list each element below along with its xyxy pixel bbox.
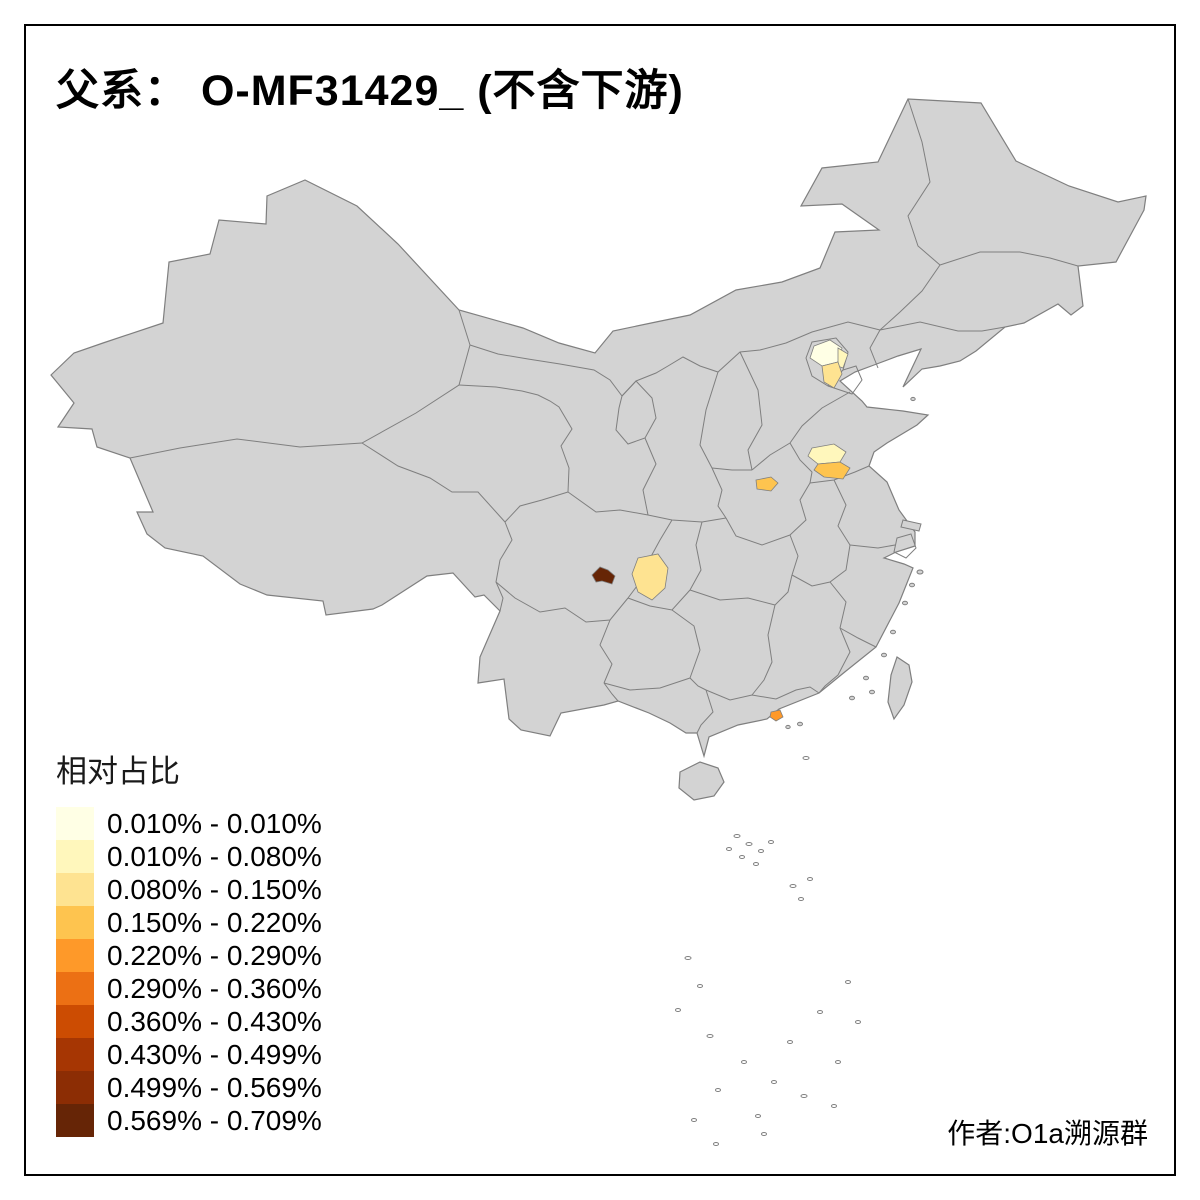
region-chongqing-dark bbox=[591, 566, 616, 585]
region-beijing-south bbox=[821, 361, 843, 389]
legend-label: 0.080% - 0.150% bbox=[107, 873, 322, 905]
legend-swatch bbox=[56, 873, 94, 906]
region-henan-county bbox=[755, 476, 779, 492]
page-title: 父系： O-MF31429_ (不含下游) bbox=[56, 67, 684, 115]
region-sichuan-east bbox=[631, 553, 669, 601]
islands bbox=[678, 396, 924, 801]
legend-swatch bbox=[56, 1071, 94, 1104]
legend-label: 0.150% - 0.220% bbox=[107, 906, 322, 938]
legend-title: 相对占比 bbox=[56, 754, 180, 789]
legend-swatch bbox=[56, 807, 94, 840]
legend-label: 0.569% - 0.709% bbox=[107, 1104, 322, 1136]
legend-item: 0.360% - 0.430% bbox=[56, 1005, 322, 1038]
legend-item: 0.080% - 0.150% bbox=[56, 873, 322, 906]
legend-item: 0.010% - 0.010% bbox=[56, 807, 322, 840]
legend-swatch bbox=[56, 1038, 94, 1071]
map-frame bbox=[24, 24, 1176, 1176]
legend-item: 0.290% - 0.360% bbox=[56, 972, 322, 1005]
province-borders bbox=[129, 98, 1079, 734]
legend-swatch bbox=[56, 972, 94, 1005]
legend-swatch bbox=[56, 1104, 94, 1137]
legend-label: 0.430% - 0.499% bbox=[107, 1038, 322, 1070]
legend-label: 0.360% - 0.430% bbox=[107, 1005, 322, 1037]
legend-item: 0.499% - 0.569% bbox=[56, 1071, 322, 1104]
legend-swatch bbox=[56, 906, 94, 939]
legend-label: 0.010% - 0.080% bbox=[107, 840, 322, 872]
legend-item: 0.150% - 0.220% bbox=[56, 906, 322, 939]
legend-item: 0.010% - 0.080% bbox=[56, 840, 322, 873]
legend-label: 0.010% - 0.010% bbox=[107, 807, 322, 839]
legend-label: 0.220% - 0.290% bbox=[107, 939, 322, 971]
chongming-island bbox=[900, 519, 922, 532]
coastal-islands bbox=[785, 396, 924, 730]
legend-label: 0.499% - 0.569% bbox=[107, 1071, 322, 1103]
legend-swatch bbox=[56, 840, 94, 873]
legend-label: 0.290% - 0.360% bbox=[107, 972, 322, 1004]
highlighted-regions bbox=[591, 339, 851, 722]
legend-item: 0.430% - 0.499% bbox=[56, 1038, 322, 1071]
hainan-island bbox=[678, 761, 725, 801]
legend-swatch bbox=[56, 939, 94, 972]
legend-swatch bbox=[56, 1005, 94, 1038]
author-credit: 作者:O1a溯源群 bbox=[947, 1118, 1148, 1149]
region-guangdong-coastal bbox=[769, 709, 784, 722]
region-shandong-orange bbox=[813, 461, 851, 480]
south-china-sea-islets bbox=[675, 756, 861, 1146]
china-mainland bbox=[50, 98, 1147, 759]
legend: 相对占比 0.010% - 0.010% 0.010% - 0.080% 0.0… bbox=[56, 746, 322, 1137]
legend-item: 0.220% - 0.290% bbox=[56, 939, 322, 972]
taiwan-island bbox=[887, 656, 913, 721]
legend-item: 0.569% - 0.709% bbox=[56, 1104, 322, 1137]
